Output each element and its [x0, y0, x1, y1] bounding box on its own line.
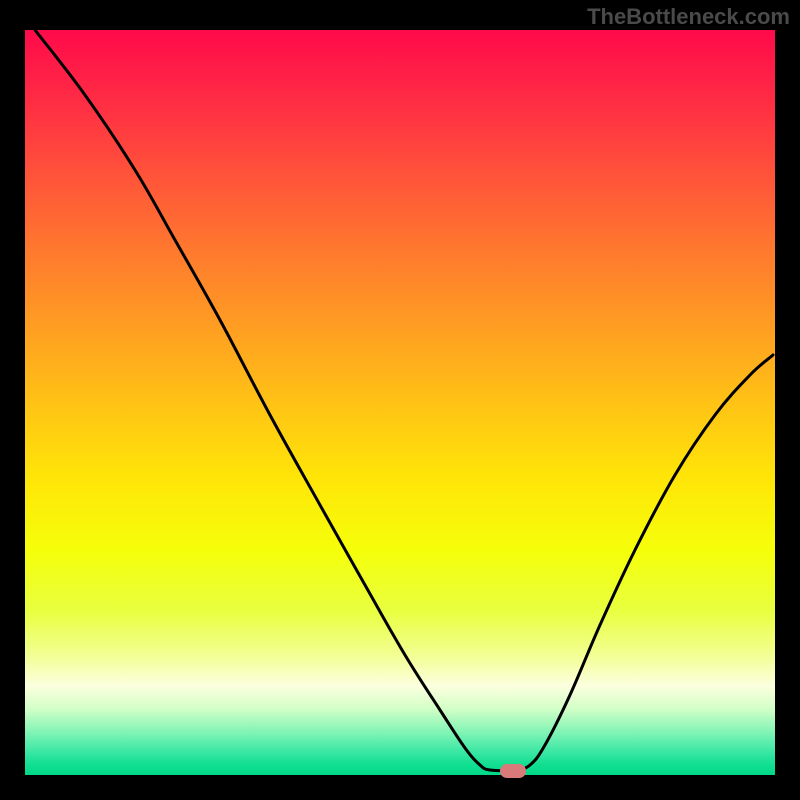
bottleneck-curve	[25, 30, 775, 775]
watermark-text: TheBottleneck.com	[587, 4, 790, 30]
optimal-point-marker	[500, 764, 526, 778]
chart-area	[25, 30, 775, 775]
